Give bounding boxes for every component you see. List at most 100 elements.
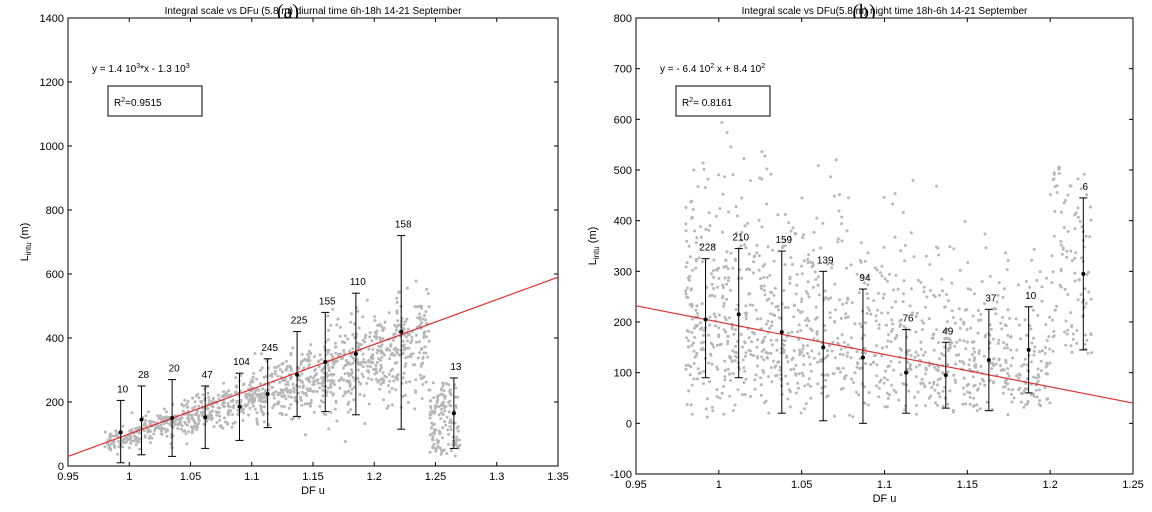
scatter-point [725,297,729,301]
scatter-point [352,385,356,389]
scatter-point [289,369,293,372]
scatter-point [906,367,909,371]
scatter-point [197,417,201,420]
scatter-point [1050,254,1054,258]
scatter-point [161,418,165,422]
scatter-point [893,192,897,196]
scatter-point [782,343,786,347]
scatter-point [794,372,798,376]
scatter-point [878,380,882,384]
chart-panel-a: (a)Integral scale vs DFu (5.8 m) diurnal… [19,1,569,497]
scatter-point [713,294,717,298]
scatter-point [309,399,313,402]
scatter-point [209,418,213,422]
scatter-point [318,353,322,357]
scatter-point [1055,184,1059,188]
scatter-point [716,285,719,289]
scatter-point [702,369,706,373]
scatter-point [363,422,367,426]
scatter-point [954,353,958,357]
scatter-point [765,202,769,206]
scatter-point [376,380,380,384]
scatter-point [349,392,353,395]
scatter-point [1003,287,1006,291]
scatter-point [293,395,297,399]
scatter-point [800,371,804,375]
bin-mean-point [860,355,865,360]
scatter-point [1051,270,1055,274]
scatter-point [760,287,763,291]
scatter-point [292,387,296,391]
scatter-point [1052,172,1056,176]
scatter-point [921,381,925,385]
scatter-point [809,369,813,373]
scatter-point [395,376,399,379]
scatter-point [283,405,286,409]
scatter-point [695,236,699,240]
scatter-point [352,398,356,402]
scatter-point [402,371,406,375]
scatter-point [751,303,755,307]
scatter-point [772,293,776,297]
scatter-point [968,395,972,399]
scatter-point [409,353,412,357]
bin-count-label: 158 [395,220,412,231]
bin-count-label: 10 [1025,291,1037,302]
scatter-point [219,424,223,428]
scatter-point [185,402,189,406]
scatter-point [886,339,890,343]
scatter-point [418,318,422,322]
scatter-point [379,345,382,349]
scatter-point [923,385,927,389]
scatter-point [866,283,870,287]
scatter-point [447,442,450,446]
scatter-point [794,363,798,367]
scatter-point [933,388,937,392]
scatter-point [891,288,895,292]
scatter-point [840,215,844,219]
scatter-point [731,349,735,353]
scatter-point [111,440,115,444]
scatter-point [300,352,304,356]
scatter-point [903,244,907,247]
scatter-point [716,368,720,371]
scatter-point [286,380,290,384]
scatter-point [880,311,884,315]
bin-count-label: 10 [117,384,129,395]
scatter-point [403,320,407,324]
scatter-point [280,395,284,398]
scatter-point [1031,308,1035,312]
scatter-point [388,357,391,361]
scatter-point [221,426,225,430]
scatter-point [875,268,879,272]
scatter-point [725,131,729,134]
scatter-point [880,264,884,268]
bin-count-label: 228 [699,243,716,254]
scatter-point [1030,341,1034,345]
scatter-point [858,322,862,326]
scatter-point [911,311,914,315]
scatter-point [763,335,767,339]
scatter-point [379,358,383,362]
scatter-point [819,246,823,250]
y-tick-label: 300 [614,266,632,278]
scatter-point [262,399,266,403]
scatter-point [327,386,330,390]
scatter-point [361,365,365,369]
scatter-point [305,394,309,397]
scatter-point [993,307,996,310]
scatter-point [763,293,767,297]
scatter-point [1032,353,1036,357]
scatter-point [1076,177,1080,181]
scatter-point [116,432,120,436]
scatter-point [961,386,965,390]
scatter-point [299,362,303,366]
scatter-point [753,332,757,336]
scatter-point [690,215,694,219]
scatter-point [1040,349,1044,353]
scatter-point [858,367,862,370]
scatter-point [954,362,958,366]
scatter-point [699,235,703,239]
scatter-point [299,395,302,399]
scatter-point [768,312,772,316]
